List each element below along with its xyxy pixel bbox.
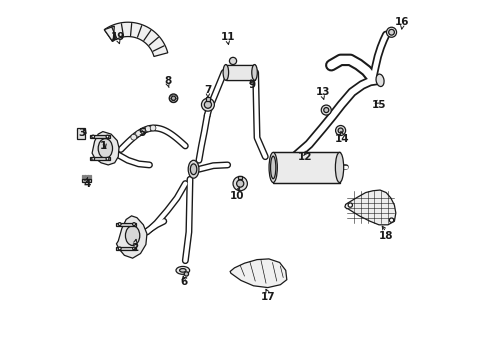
Bar xyxy=(85,175,86,180)
Polygon shape xyxy=(171,95,175,98)
Ellipse shape xyxy=(98,139,112,158)
Text: 16: 16 xyxy=(394,17,409,27)
Circle shape xyxy=(131,134,136,140)
Circle shape xyxy=(388,30,394,35)
Bar xyxy=(88,175,89,180)
Circle shape xyxy=(184,272,188,276)
Bar xyxy=(82,175,83,180)
Bar xyxy=(238,176,242,179)
Bar xyxy=(77,128,85,139)
Circle shape xyxy=(335,126,345,135)
Circle shape xyxy=(145,126,151,132)
Circle shape xyxy=(323,108,328,113)
Bar xyxy=(90,135,110,138)
Circle shape xyxy=(347,203,352,207)
Circle shape xyxy=(171,96,175,100)
Circle shape xyxy=(150,125,156,131)
Circle shape xyxy=(233,176,247,191)
Ellipse shape xyxy=(190,164,196,175)
Ellipse shape xyxy=(268,152,277,183)
Text: 1: 1 xyxy=(100,141,107,151)
Polygon shape xyxy=(169,95,173,98)
Ellipse shape xyxy=(251,64,257,80)
Circle shape xyxy=(106,157,109,160)
Text: 3: 3 xyxy=(79,129,86,138)
Bar xyxy=(89,175,90,180)
Text: 18: 18 xyxy=(378,231,393,240)
Polygon shape xyxy=(173,98,178,102)
Text: 15: 15 xyxy=(371,100,386,110)
Polygon shape xyxy=(171,98,175,102)
Circle shape xyxy=(337,128,343,133)
Ellipse shape xyxy=(375,74,383,86)
Circle shape xyxy=(118,223,121,226)
Polygon shape xyxy=(116,216,147,258)
Text: 14: 14 xyxy=(334,134,348,144)
Bar xyxy=(83,175,85,180)
Bar xyxy=(90,157,110,160)
Circle shape xyxy=(132,247,135,250)
Text: 11: 11 xyxy=(220,32,234,41)
Circle shape xyxy=(386,27,396,37)
Ellipse shape xyxy=(179,269,185,272)
Ellipse shape xyxy=(223,64,228,80)
Polygon shape xyxy=(173,95,178,98)
Bar xyxy=(273,152,339,183)
Text: 8: 8 xyxy=(164,76,171,86)
Bar xyxy=(116,223,136,226)
Polygon shape xyxy=(104,22,167,57)
Ellipse shape xyxy=(188,160,199,178)
Ellipse shape xyxy=(335,152,343,183)
Circle shape xyxy=(140,128,146,134)
Circle shape xyxy=(321,105,330,115)
Text: 13: 13 xyxy=(315,87,329,97)
Text: 5: 5 xyxy=(139,129,145,138)
Bar xyxy=(225,64,254,80)
Polygon shape xyxy=(230,259,286,288)
Polygon shape xyxy=(104,26,114,41)
Ellipse shape xyxy=(176,266,189,274)
Circle shape xyxy=(201,98,214,111)
Circle shape xyxy=(135,131,141,136)
Bar xyxy=(206,97,209,101)
Polygon shape xyxy=(92,132,119,165)
Circle shape xyxy=(229,57,236,64)
Polygon shape xyxy=(344,190,395,225)
Ellipse shape xyxy=(125,226,140,246)
Text: 2: 2 xyxy=(131,243,139,253)
Text: 17: 17 xyxy=(260,292,275,302)
Text: 4: 4 xyxy=(83,179,90,189)
Circle shape xyxy=(118,247,121,250)
Circle shape xyxy=(92,157,94,160)
Bar xyxy=(82,179,91,182)
Circle shape xyxy=(132,223,135,226)
Circle shape xyxy=(204,101,211,108)
Text: 12: 12 xyxy=(298,152,312,162)
Circle shape xyxy=(388,218,393,222)
Text: 7: 7 xyxy=(204,85,211,95)
Text: 10: 10 xyxy=(230,191,244,201)
Ellipse shape xyxy=(270,156,275,179)
Circle shape xyxy=(236,180,244,187)
Circle shape xyxy=(106,135,109,138)
Polygon shape xyxy=(169,98,173,102)
Bar xyxy=(116,247,136,250)
Text: 6: 6 xyxy=(180,277,187,287)
Text: 19: 19 xyxy=(111,32,125,41)
Circle shape xyxy=(92,135,94,138)
Bar xyxy=(86,175,88,180)
Text: 9: 9 xyxy=(247,80,255,90)
